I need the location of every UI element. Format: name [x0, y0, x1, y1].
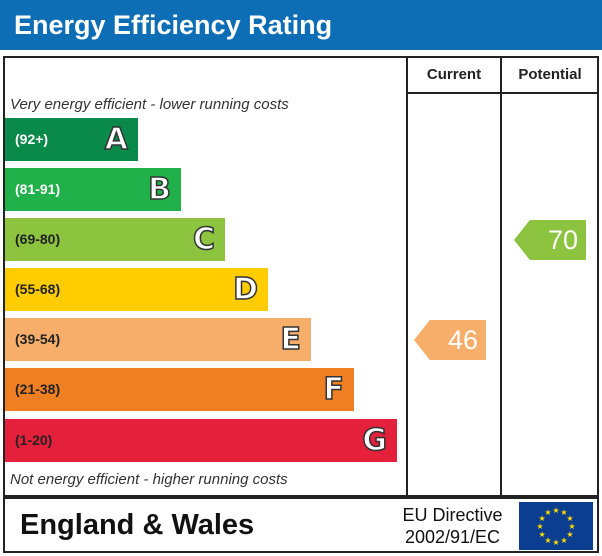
eu-directive-line2: 2002/91/EC — [404, 527, 501, 547]
potential-rating-value: 70 — [547, 225, 578, 255]
rating-table — [3, 56, 599, 497]
band-b: (81-91) B — [5, 168, 181, 211]
band-g: (1-20) G — [5, 419, 397, 462]
potential-column-header: Potential — [518, 66, 582, 83]
eu-directive-line1: EU Directive — [402, 505, 503, 525]
band-e: (39-54) E — [5, 318, 311, 361]
caption-inefficient: Not energy efficient - higher running co… — [10, 471, 288, 488]
eu-flag-icon: ★ ★ ★ ★ ★ ★ ★ ★ ★ ★ ★ ★ — [519, 502, 593, 550]
band-d-range: (55-68) — [15, 281, 61, 297]
eu-star-icon: ★ — [560, 508, 567, 517]
eu-star-icon: ★ — [566, 530, 573, 539]
band-a: (92+) A — [5, 118, 138, 161]
footer: England & Wales EU Directive 2002/91/EC … — [3, 497, 599, 553]
page-title: Energy Efficiency Rating — [0, 0, 602, 50]
band-f-range: (21-38) — [15, 381, 61, 397]
band-e-letter: E — [280, 321, 302, 358]
potential-column-divider — [500, 56, 502, 497]
band-a-letter: A — [104, 121, 129, 158]
band-b-letter: B — [147, 171, 171, 208]
eu-directive: EU Directive 2002/91/EC — [390, 504, 515, 548]
band-a-range: (92+) — [15, 131, 49, 147]
band-b-range: (81-91) — [15, 181, 61, 197]
footer-region: England & Wales — [20, 509, 255, 541]
band-d-letter: D — [232, 271, 258, 308]
band-f-letter: F — [323, 371, 345, 408]
eu-star-icon: ★ — [552, 506, 559, 515]
band-c-range: (69-80) — [15, 231, 61, 247]
eu-star-icon: ★ — [536, 522, 543, 531]
eu-star-icon: ★ — [539, 530, 546, 539]
eu-star-icon: ★ — [539, 514, 546, 523]
eu-star-icon: ★ — [544, 508, 551, 517]
band-d: (55-68) D — [5, 268, 268, 311]
caption-efficient: Very energy efficient - lower running co… — [10, 96, 289, 113]
current-column-header: Current — [426, 66, 482, 83]
current-rating-arrow: 46 — [414, 320, 486, 360]
band-c-letter: C — [192, 221, 216, 258]
eu-star-icon: ★ — [560, 536, 567, 545]
potential-rating-arrow: 70 — [514, 220, 586, 260]
eu-star-icon: ★ — [568, 522, 575, 531]
eu-star-icon: ★ — [552, 538, 559, 547]
band-f: (21-38) F — [5, 368, 354, 411]
band-g-letter: G — [362, 422, 388, 459]
eu-star-icon: ★ — [544, 536, 551, 545]
band-c: (69-80) C — [5, 218, 225, 261]
eu-star-icon: ★ — [566, 514, 573, 523]
column-header-divider — [407, 92, 599, 94]
current-rating-value: 46 — [447, 325, 478, 355]
band-g-range: (1-20) — [15, 432, 53, 448]
band-e-range: (39-54) — [15, 331, 61, 347]
current-column-divider — [406, 56, 408, 497]
